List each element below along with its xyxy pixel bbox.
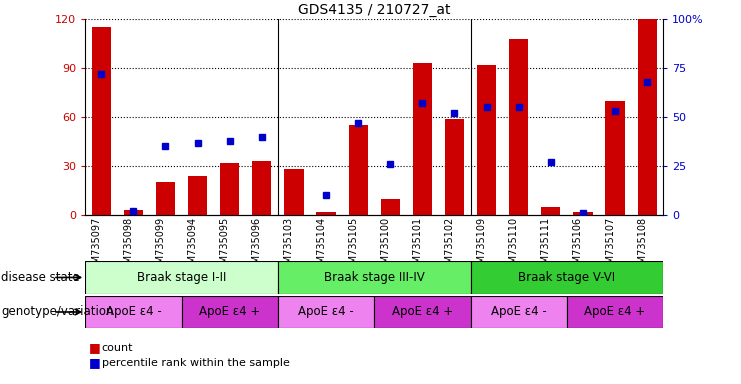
Bar [374, 296, 471, 328]
Bar [156, 182, 175, 215]
Bar [252, 161, 271, 215]
Text: genotype/variation: genotype/variation [1, 305, 114, 318]
Text: Braak stage III-IV: Braak stage III-IV [324, 271, 425, 284]
Bar [381, 199, 400, 215]
Bar [637, 19, 657, 215]
Bar [316, 212, 336, 215]
Text: percentile rank within the sample: percentile rank within the sample [102, 358, 290, 368]
Text: Braak stage I-II: Braak stage I-II [137, 271, 226, 284]
Text: count: count [102, 343, 133, 353]
Bar [471, 261, 663, 294]
Text: ApoE ε4 +: ApoE ε4 + [392, 306, 453, 318]
Bar [477, 65, 496, 215]
Bar [85, 296, 182, 328]
Bar [182, 296, 278, 328]
Bar [471, 296, 567, 328]
Bar [92, 27, 111, 215]
Bar [278, 296, 374, 328]
Bar [605, 101, 625, 215]
Bar [285, 169, 304, 215]
Title: GDS4135 / 210727_at: GDS4135 / 210727_at [298, 3, 451, 17]
Text: ApoE ε4 -: ApoE ε4 - [491, 306, 547, 318]
Text: ApoE ε4 -: ApoE ε4 - [105, 306, 162, 318]
Text: Braak stage V-VI: Braak stage V-VI [518, 271, 616, 284]
Bar [85, 261, 278, 294]
Bar [188, 176, 207, 215]
Bar [574, 212, 593, 215]
Bar [445, 119, 464, 215]
Bar [509, 39, 528, 215]
Text: ■: ■ [89, 341, 101, 354]
Bar [541, 207, 560, 215]
Text: ApoE ε4 +: ApoE ε4 + [199, 306, 260, 318]
Text: ApoE ε4 -: ApoE ε4 - [298, 306, 354, 318]
Bar [124, 210, 143, 215]
Bar [567, 296, 663, 328]
Text: ApoE ε4 +: ApoE ε4 + [585, 306, 645, 318]
Bar [413, 63, 432, 215]
Text: disease state: disease state [1, 271, 80, 284]
Text: ■: ■ [89, 356, 101, 369]
Bar [278, 261, 471, 294]
Bar [348, 125, 368, 215]
Bar [220, 163, 239, 215]
